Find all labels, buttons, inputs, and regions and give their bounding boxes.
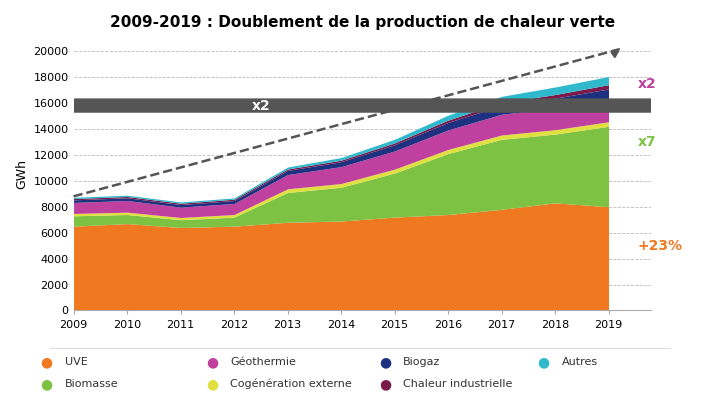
Text: ●: ● [538, 355, 549, 369]
Text: x7: x7 [638, 135, 657, 149]
Text: ●: ● [207, 377, 218, 391]
Text: ●: ● [41, 355, 53, 369]
Y-axis label: GWh: GWh [15, 159, 28, 189]
Text: x2: x2 [251, 99, 270, 112]
Text: ●: ● [207, 355, 218, 369]
Text: Autres: Autres [562, 357, 598, 367]
Text: +23%: +23% [638, 239, 683, 253]
Title: 2009-2019 : Doublement de la production de chaleur verte: 2009-2019 : Doublement de la production … [110, 15, 615, 30]
Text: ●: ● [379, 355, 391, 369]
Text: Chaleur industrielle: Chaleur industrielle [403, 379, 513, 389]
Text: Biogaz: Biogaz [403, 357, 441, 367]
Text: ●: ● [41, 377, 53, 391]
Circle shape [0, 99, 720, 112]
Text: Géothermie: Géothermie [230, 357, 296, 367]
Text: x2: x2 [638, 76, 657, 91]
Text: ●: ● [379, 377, 391, 391]
Text: UVE: UVE [65, 357, 88, 367]
Text: Biomasse: Biomasse [65, 379, 118, 389]
Text: Cogénération externe: Cogénération externe [230, 379, 352, 389]
